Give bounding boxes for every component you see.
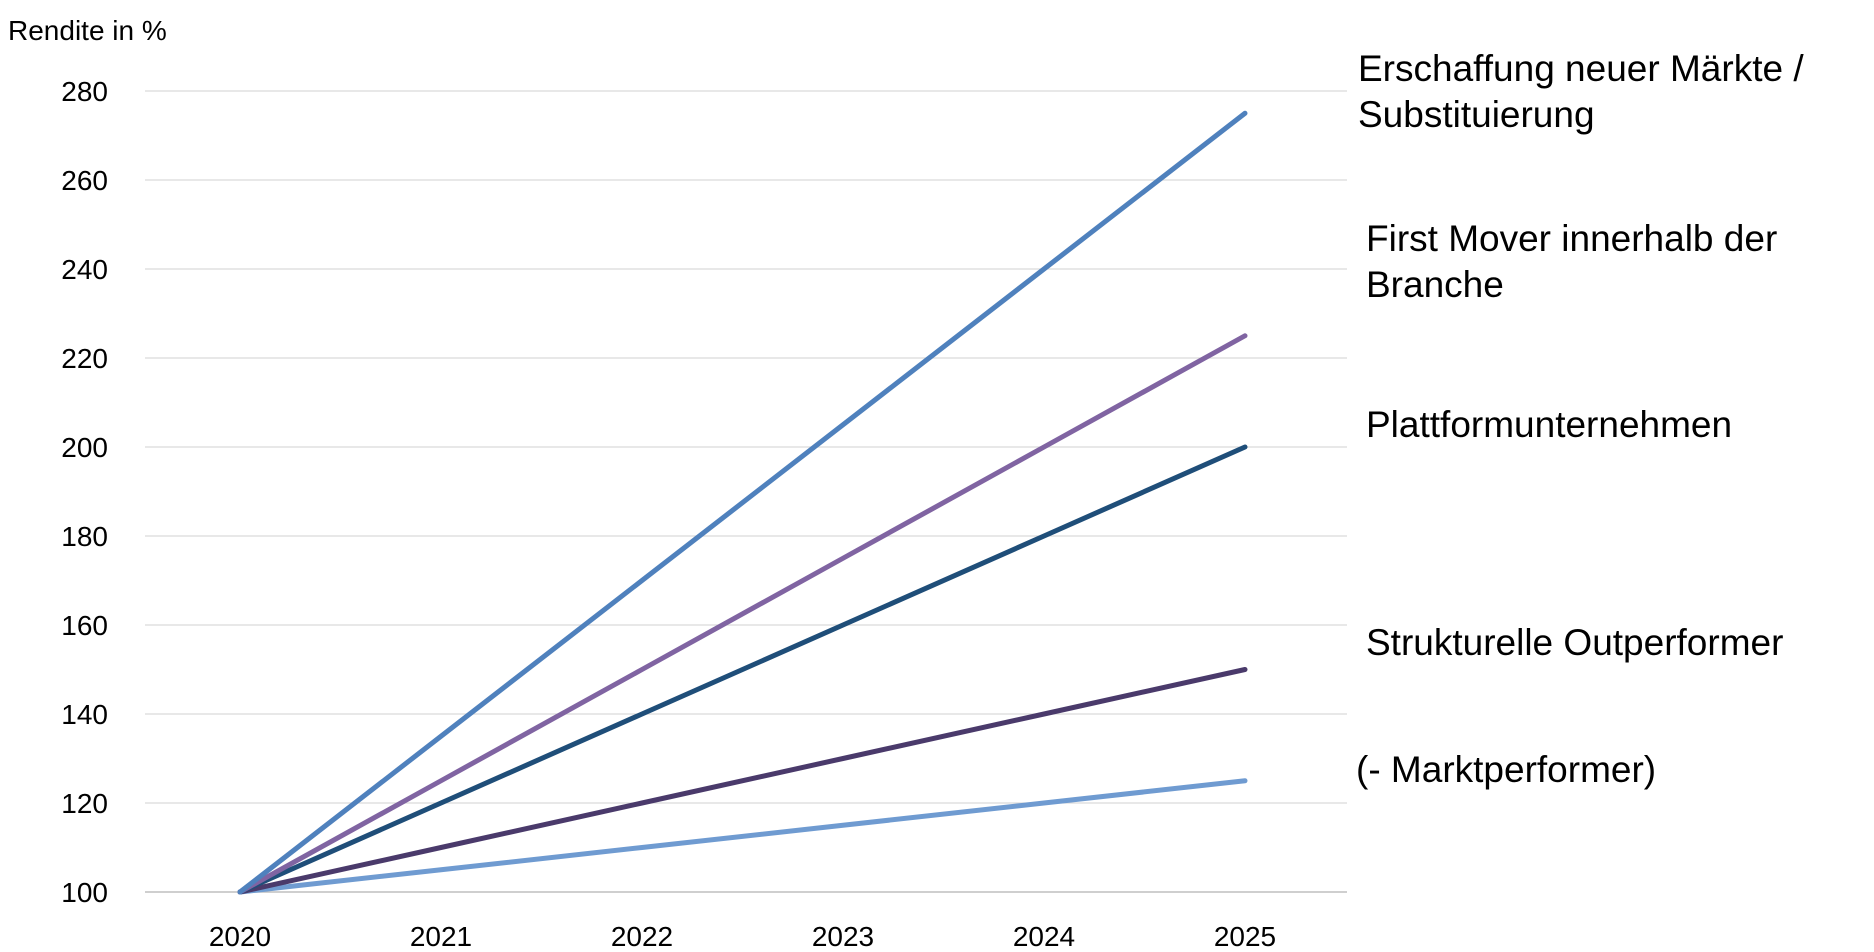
x-tick-label: 2024 — [1013, 921, 1075, 952]
series-label: Plattformunternehmen — [1366, 404, 1733, 445]
series-label: (- Marktperformer) — [1356, 749, 1657, 790]
y-axis-label: Rendite in % — [8, 15, 167, 46]
x-tick-label: 2020 — [209, 921, 271, 952]
y-tick-label: 260 — [61, 165, 108, 196]
series-label: Erschaffung neuer Märkte / Substituierun… — [1358, 48, 1804, 135]
x-tick-label: 2021 — [410, 921, 472, 952]
y-tick-label: 280 — [61, 76, 108, 107]
x-tick-label: 2023 — [812, 921, 874, 952]
series-label: First Mover innerhalb der Branche — [1366, 218, 1778, 305]
y-tick-label: 120 — [61, 788, 108, 819]
y-tick-label: 220 — [61, 343, 108, 374]
y-tick-label: 140 — [61, 699, 108, 730]
series-line — [237, 333, 1248, 895]
x-tick-label: 2025 — [1214, 921, 1276, 952]
series-label: Strukturelle Outperformer — [1366, 622, 1784, 663]
series-line — [237, 444, 1248, 895]
series-line — [237, 667, 1248, 895]
y-tick-label: 240 — [61, 254, 108, 285]
y-axis-ticks: 100 120 140 160 180 200 220 240 260 280 — [61, 76, 108, 908]
y-tick-label: 160 — [61, 610, 108, 641]
series-lines — [237, 110, 1248, 895]
gridlines — [145, 90, 1347, 893]
y-tick-label: 180 — [61, 521, 108, 552]
x-axis-ticks: 2020 2021 2022 2023 2024 2025 — [209, 921, 1276, 952]
y-tick-label: 200 — [61, 432, 108, 463]
x-tick-label: 2022 — [611, 921, 673, 952]
y-tick-label: 100 — [61, 877, 108, 908]
series-line — [237, 110, 1248, 895]
series-line — [237, 778, 1248, 895]
